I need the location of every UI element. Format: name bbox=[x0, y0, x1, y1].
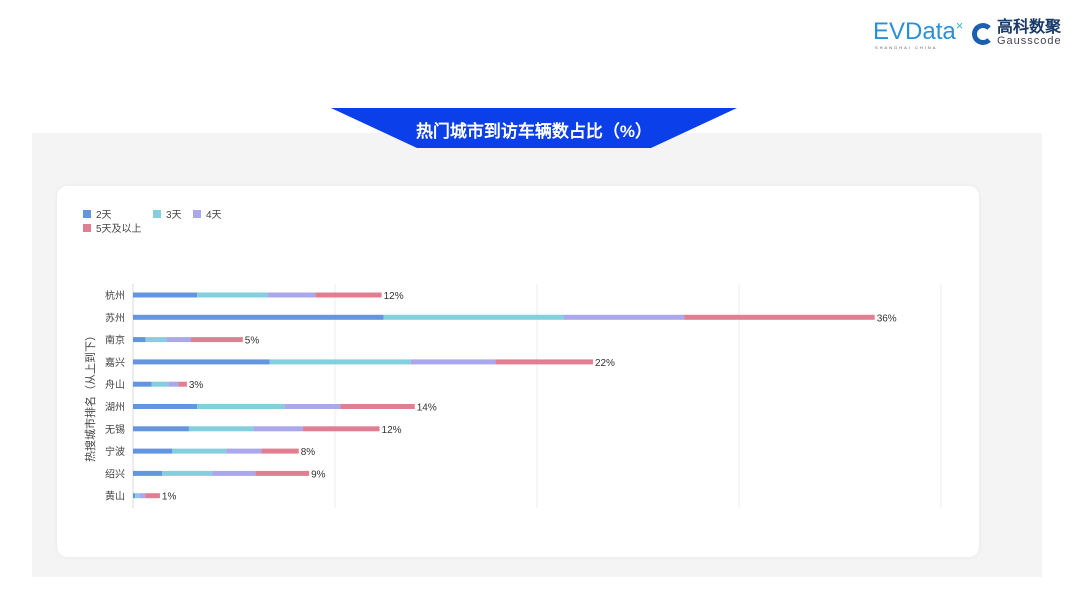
total-label: 3% bbox=[189, 380, 204, 391]
evdata-logo: EVData× SHANGHAI CHINA bbox=[873, 18, 964, 50]
bar-segment bbox=[340, 404, 415, 409]
legend-swatch bbox=[83, 223, 91, 232]
bar-segment bbox=[139, 493, 146, 499]
bar-segment bbox=[166, 337, 192, 343]
category-label: 苏州 bbox=[105, 311, 125, 324]
bar-segment bbox=[151, 381, 169, 387]
bar-segment bbox=[267, 292, 316, 298]
chart-card bbox=[57, 186, 979, 557]
bar-segment bbox=[253, 426, 303, 432]
total-label: 8% bbox=[301, 447, 316, 458]
page-title: 热门城市到访车辆数占比（%） bbox=[415, 122, 653, 141]
bar-segment bbox=[133, 359, 270, 365]
bar-segment bbox=[261, 448, 299, 454]
total-label: 12% bbox=[384, 291, 404, 302]
bar-segment bbox=[315, 292, 382, 298]
bar-segment bbox=[145, 337, 167, 343]
bar-segment bbox=[133, 493, 136, 499]
bar-segment bbox=[133, 314, 384, 320]
legend-swatch bbox=[193, 209, 201, 218]
bar-segment bbox=[162, 470, 212, 476]
total-label: 9% bbox=[311, 469, 326, 480]
legend-item: 3天 bbox=[153, 206, 182, 221]
title-banner: 热门城市到访车辆数占比（%） bbox=[331, 108, 737, 148]
category-label: 绍兴 bbox=[105, 467, 125, 480]
bar-segment bbox=[135, 493, 140, 499]
legend-swatch bbox=[83, 209, 91, 218]
bar-segment bbox=[188, 426, 254, 432]
bar-segment bbox=[255, 470, 310, 476]
legend-item: 5天及以上 bbox=[83, 220, 142, 235]
bar-segment bbox=[197, 292, 268, 298]
bar-segment bbox=[145, 493, 160, 499]
bar-segment bbox=[133, 470, 163, 476]
category-label: 湖州 bbox=[105, 402, 125, 414]
bar-segment bbox=[284, 404, 341, 409]
y-axis-label: 热搜城市排名（从上到下） bbox=[83, 330, 97, 462]
bar-segment bbox=[269, 359, 411, 365]
gausscode-logo: 高科数聚 Gausscode bbox=[972, 20, 1062, 47]
bar-segment bbox=[495, 359, 593, 365]
total-label: 14% bbox=[417, 403, 437, 414]
bar-segment bbox=[133, 337, 146, 343]
total-label: 12% bbox=[382, 425, 402, 436]
bar-segment bbox=[563, 314, 685, 320]
bar-segment bbox=[226, 448, 262, 454]
category-label: 杭州 bbox=[105, 289, 125, 302]
total-label: 22% bbox=[595, 358, 615, 369]
bar-segment bbox=[211, 470, 256, 476]
legend-item: 4天 bbox=[193, 206, 222, 221]
gausscode-mark-icon bbox=[972, 22, 994, 45]
category-label: 黄山 bbox=[105, 490, 125, 503]
bar-segment bbox=[172, 448, 227, 454]
category-label: 南京 bbox=[105, 334, 125, 347]
bar-segment bbox=[133, 426, 189, 432]
category-label: 宁波 bbox=[105, 445, 125, 458]
total-label: 1% bbox=[162, 492, 177, 503]
legend-item: 2天 bbox=[83, 206, 112, 221]
legend-swatch bbox=[153, 209, 161, 218]
bar-segment bbox=[410, 359, 496, 365]
bar-segment bbox=[133, 404, 198, 409]
total-label: 5% bbox=[245, 336, 260, 347]
bar-segment bbox=[197, 404, 285, 409]
bar-segment bbox=[302, 426, 380, 432]
bar-segment bbox=[684, 314, 875, 320]
category-label: 舟山 bbox=[105, 378, 125, 391]
bar-segment bbox=[133, 292, 198, 298]
bar-segment bbox=[383, 314, 564, 320]
category-label: 无锡 bbox=[105, 423, 125, 436]
bar-segment bbox=[191, 337, 243, 343]
category-label: 嘉兴 bbox=[105, 356, 125, 369]
bar-segment bbox=[133, 448, 173, 454]
total-label: 36% bbox=[877, 313, 897, 324]
bar-segment bbox=[178, 381, 187, 387]
bar-segment bbox=[133, 381, 152, 387]
bar-segment bbox=[168, 381, 179, 387]
